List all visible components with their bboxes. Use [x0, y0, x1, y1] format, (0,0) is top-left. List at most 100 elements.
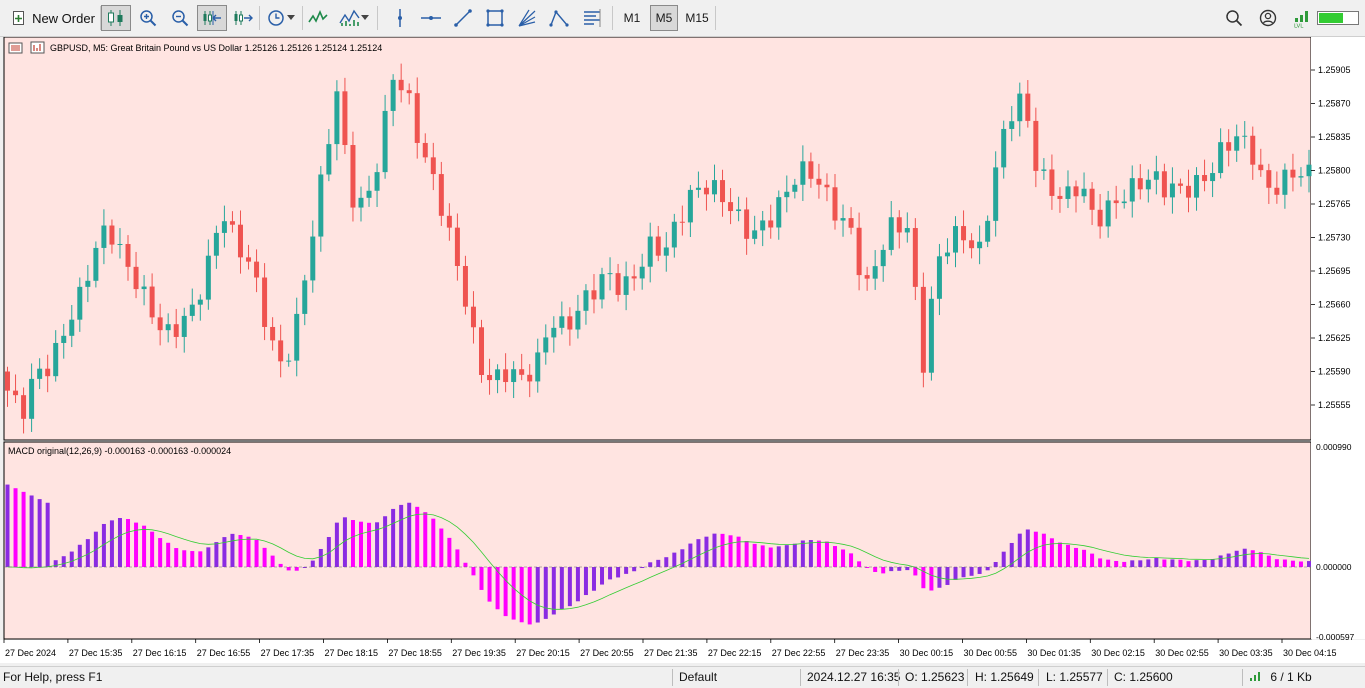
macd-bar	[1250, 550, 1255, 567]
time-axis-label: 27 Dec 20:15	[516, 648, 570, 658]
candle-body	[462, 265, 468, 307]
price-axis-label: 1.25835	[1318, 132, 1351, 142]
macd-pane[interactable]	[3, 441, 1312, 640]
macd-bar	[367, 522, 372, 567]
trendline-button[interactable]	[451, 5, 475, 31]
time-axis-label: 30 Dec 01:35	[1027, 648, 1081, 658]
signal-level-button[interactable]: LVL	[1290, 5, 1314, 31]
candle-body	[936, 256, 942, 299]
candle-body	[760, 220, 766, 231]
candle-body	[221, 221, 227, 233]
macd-bar	[800, 540, 805, 567]
candle-body	[1242, 135, 1248, 137]
candle-body	[45, 368, 51, 377]
candle-body	[125, 244, 131, 267]
zoom-in-button[interactable]	[135, 5, 161, 31]
time-axis-label: 30 Dec 02:15	[1091, 648, 1145, 658]
candle-body	[229, 221, 235, 225]
macd-bar	[744, 541, 749, 567]
candle-body	[768, 220, 774, 228]
cursor-datetime: 2024.12.27 16:35	[807, 670, 901, 684]
candle-body	[720, 180, 726, 203]
periods-button[interactable]	[262, 5, 300, 31]
chart-canvas[interactable]: GBPUSD, M5: Great Britain Pound vs US Do…	[0, 37, 1365, 663]
oscillators-button[interactable]	[335, 5, 373, 31]
macd-bar	[816, 540, 821, 567]
macd-axis-label: 0.000000	[1316, 562, 1352, 572]
candle-body	[1298, 176, 1304, 178]
macd-bar	[1098, 558, 1103, 567]
chart-window[interactable]: GBPUSD, M5: Great Britain Pound vs US Do…	[0, 37, 1365, 663]
candle-body	[213, 232, 219, 256]
auto-scroll-button[interactable]	[197, 5, 227, 31]
candle-body	[310, 236, 316, 281]
chevron-down-icon	[287, 15, 295, 21]
timeframe-m15[interactable]: M15	[682, 5, 712, 31]
macd-bar	[383, 516, 388, 567]
macd-bar	[77, 544, 82, 567]
timeframe-m1[interactable]: M1	[618, 5, 646, 31]
toolbar: New Order	[0, 0, 1365, 37]
time-axis-label: 30 Dec 03:35	[1219, 648, 1273, 658]
macd-bar	[1065, 544, 1070, 567]
search-button[interactable]	[1222, 5, 1246, 31]
vertical-line-icon	[392, 8, 408, 28]
candle-body	[1081, 188, 1087, 197]
new-order-button[interactable]: New Order	[10, 5, 96, 31]
macd-bar	[857, 561, 862, 567]
chart-list-icon	[8, 42, 23, 54]
candlesticks-button[interactable]	[101, 5, 131, 31]
candle-body	[744, 209, 750, 239]
account-button[interactable]	[1256, 5, 1280, 31]
clock-icon	[267, 9, 287, 27]
macd-bar	[712, 533, 717, 567]
timeframe-m5[interactable]: M5	[650, 5, 678, 31]
macd-bar	[1090, 553, 1095, 567]
macd-bar	[640, 567, 645, 568]
channel-button[interactable]	[547, 5, 571, 31]
rectangle-button[interactable]	[483, 5, 507, 31]
fibonacci-button[interactable]	[515, 5, 539, 31]
connection-indicator	[1316, 5, 1360, 31]
indicators-button[interactable]	[305, 5, 331, 31]
candle-body	[848, 218, 854, 228]
candle-body	[792, 184, 798, 192]
candle-body	[1001, 128, 1007, 168]
zoom-out-button[interactable]	[167, 5, 193, 31]
macd-bar	[1074, 547, 1079, 567]
macd-bar	[567, 567, 572, 607]
price-axis-label: 1.25730	[1318, 233, 1351, 243]
macd-bar	[905, 567, 910, 571]
candle-body	[728, 202, 734, 212]
macd-bar	[559, 567, 564, 610]
candle-body	[784, 191, 790, 198]
candle-body	[69, 319, 75, 336]
chart-shift-button[interactable]	[230, 5, 256, 31]
macd-bar	[117, 518, 122, 567]
price-axis-label: 1.25625	[1318, 333, 1351, 343]
time-scale[interactable]	[0, 640, 1365, 663]
macd-bar	[85, 539, 90, 567]
candle-body	[117, 244, 123, 246]
objects-list-button[interactable]	[578, 5, 606, 31]
vertical-line-button[interactable]	[388, 5, 412, 31]
candle-body	[470, 306, 476, 328]
macd-bar	[415, 506, 420, 567]
candle-body	[1057, 195, 1063, 199]
macd-signal-line	[7, 513, 1310, 610]
candle-body	[615, 273, 621, 295]
close-price: C: 1.25600	[1114, 670, 1173, 684]
macd-bar	[985, 567, 990, 571]
macd-bar	[897, 567, 902, 571]
macd-bar	[471, 567, 476, 576]
macd-bar	[656, 559, 661, 567]
zoom-in-icon	[139, 9, 157, 27]
macd-bar	[286, 567, 291, 571]
candle-body	[358, 197, 364, 208]
candle-body	[149, 286, 155, 318]
candle-body	[294, 313, 300, 361]
candle-body	[278, 340, 284, 362]
candle-body	[559, 316, 565, 328]
horizontal-line-button[interactable]	[419, 5, 443, 31]
price-scale[interactable]	[1311, 37, 1365, 639]
